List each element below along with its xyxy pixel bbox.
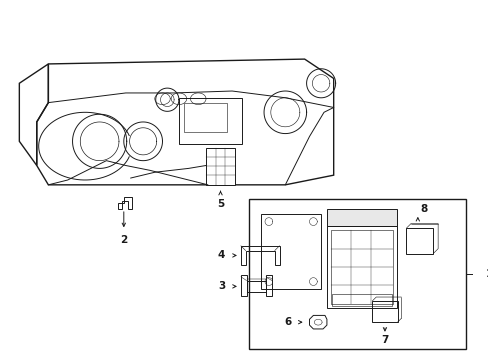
Text: 4: 4 [218,251,225,260]
Bar [330,230,392,304]
Bar [326,226,396,308]
Bar [205,148,235,185]
Bar [371,301,397,322]
Text: 6: 6 [285,317,291,327]
Bar [261,214,321,289]
Text: 2: 2 [120,235,127,245]
Bar [179,98,241,144]
Bar [326,209,396,226]
Bar [406,228,432,253]
Bar [183,103,227,132]
Text: 3: 3 [218,282,225,291]
Text: 8: 8 [420,204,427,214]
Text: 1: 1 [485,269,488,279]
Text: 5: 5 [217,199,224,209]
Bar [248,199,465,349]
Bar [331,294,391,306]
Text: 7: 7 [381,334,388,345]
